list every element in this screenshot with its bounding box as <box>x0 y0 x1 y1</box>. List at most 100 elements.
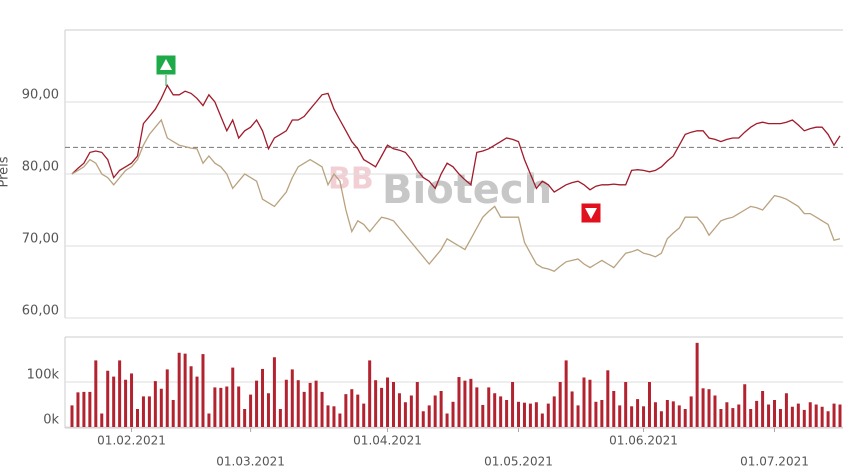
volume-bar <box>725 402 729 427</box>
volume-bar <box>737 404 741 427</box>
volume-bar <box>183 353 187 427</box>
volume-bar <box>534 402 538 427</box>
volume-bar <box>427 405 431 427</box>
volume-bar <box>135 409 139 427</box>
volume-bar <box>481 404 485 427</box>
volume-bar <box>755 400 759 427</box>
volume-bar <box>546 403 550 427</box>
volume-bar <box>278 409 282 427</box>
volume-bar <box>112 376 116 427</box>
volume-bar <box>808 402 812 427</box>
volume-bar <box>517 401 521 427</box>
volume-bar <box>386 377 390 427</box>
volume-bar <box>695 342 699 427</box>
volume-bar <box>249 394 253 427</box>
volume-bar <box>147 396 151 427</box>
volume-bar <box>790 406 794 427</box>
volume-bar <box>796 403 800 427</box>
volume-bar <box>618 405 622 427</box>
volume-bar <box>261 368 265 427</box>
volume-bar <box>141 396 145 427</box>
y-tick-label: 0k <box>43 413 59 428</box>
x-tick-label: 01.07.2021 <box>740 455 809 468</box>
watermark-logo: BB <box>328 162 374 197</box>
volume-bar <box>433 395 437 427</box>
volume-bar <box>380 387 384 427</box>
volume-bar <box>659 411 663 427</box>
volume-bar <box>576 405 580 427</box>
volume-bar <box>487 387 491 427</box>
volume-bar <box>403 402 407 427</box>
volume-bar <box>778 409 782 427</box>
volume-bar <box>832 403 836 427</box>
volume-bar <box>552 396 556 427</box>
volume-bar <box>332 406 336 427</box>
watermark-text: Biotech <box>382 167 552 213</box>
volume-bar <box>683 409 687 427</box>
volume-bar <box>106 370 110 427</box>
price-line <box>71 84 841 193</box>
volume-bar <box>475 387 479 427</box>
y-tick-label: 80,00 <box>22 160 59 175</box>
volume-bar <box>528 403 532 427</box>
volume-bar <box>296 380 300 427</box>
volume-bar <box>308 382 312 427</box>
volume-bar <box>362 403 366 427</box>
volume-bar <box>612 391 616 427</box>
volume-bar <box>415 382 419 427</box>
y-tick-label: 90,00 <box>22 88 59 103</box>
volume-bar <box>225 386 229 427</box>
volume-bar <box>558 382 562 427</box>
volume-bar <box>499 396 503 427</box>
volume-bar <box>243 409 247 427</box>
volume-bar <box>689 396 693 427</box>
volume-bar <box>457 377 461 427</box>
volume-bar <box>201 354 205 427</box>
volume-bar <box>814 404 818 427</box>
volume-bar <box>88 391 92 427</box>
sell-signal <box>580 202 602 224</box>
x-tick-label: 01.06.2021 <box>609 434 678 448</box>
volume-bar <box>743 384 747 427</box>
volume-bar <box>630 406 634 427</box>
volume-bar <box>266 393 270 427</box>
volume-bar <box>522 402 526 427</box>
volume-bar <box>100 413 104 427</box>
x-tick-label: 01.03.2021 <box>216 455 285 468</box>
volume-bar <box>570 391 574 427</box>
volume-bar <box>671 401 675 427</box>
volume-bar <box>284 379 288 427</box>
volume-bar <box>368 360 372 427</box>
watermark: BB Biotech <box>328 162 552 214</box>
volume-bar <box>231 367 235 427</box>
volume-bar <box>320 391 324 427</box>
volume-bar <box>421 411 425 427</box>
buy-signal <box>155 54 177 86</box>
volume-bar <box>391 382 395 427</box>
volume-bar <box>838 404 842 427</box>
volume-bar <box>647 382 651 427</box>
volume-bar <box>600 400 604 427</box>
volume-bar <box>130 373 134 427</box>
volume-bar <box>707 389 711 427</box>
volume-bar <box>701 388 705 427</box>
volume-bar <box>665 400 669 427</box>
volume-bar <box>177 352 181 427</box>
x-tick-label: 01.02.2021 <box>97 434 166 448</box>
volume-bar <box>213 387 217 427</box>
volume-bar <box>255 380 259 427</box>
volume-bar <box>272 357 276 427</box>
volume-bar <box>784 393 788 427</box>
volume-bar <box>719 409 723 427</box>
volume-bar <box>713 395 717 427</box>
y-tick-label: 70,00 <box>22 232 59 247</box>
volume-bar <box>237 386 241 427</box>
y-tick-label: 100k <box>27 368 60 383</box>
volume-bar <box>749 409 753 427</box>
down-arrow <box>585 208 597 219</box>
volume-bar <box>124 379 128 427</box>
volume-bar <box>642 406 646 427</box>
volume-bar <box>344 394 348 427</box>
